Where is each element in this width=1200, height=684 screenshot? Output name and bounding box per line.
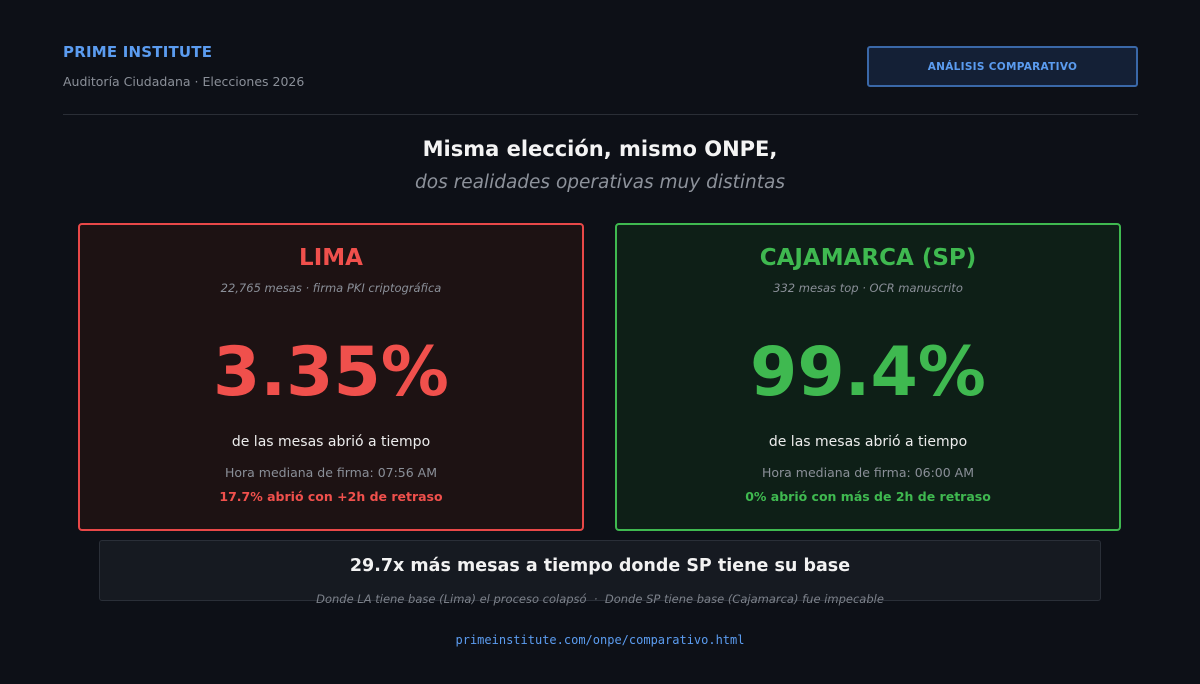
footer-link[interactable]: primeinstitute.com/onpe/comparativo.html	[455, 633, 745, 647]
lima-delay-stat: 17.7% abrió con +2h de retraso	[219, 489, 443, 504]
summary-title: 29.7x más mesas a tiempo donde SP tiene …	[349, 556, 851, 576]
lima-median-time: Hora mediana de firma: 07:56 AM	[224, 465, 438, 480]
cajamarca-card: CAJAMARCA (SP) 332 mesas top · OCR manus…	[615, 223, 1121, 531]
lima-meta: 22,765 mesas · firma PKI criptográfica	[220, 281, 442, 295]
brand-subtitle: Auditoría Ciudadana · Elecciones 2026	[63, 74, 305, 89]
cajamarca-title: CAJAMARCA (SP)	[759, 245, 977, 271]
summary-box	[99, 540, 1101, 601]
comparative-analysis-button[interactable]: ANÁLISIS COMPARATIVO	[867, 46, 1138, 87]
summary-note: Donde LA tiene base (Lima) el proceso co…	[316, 592, 884, 606]
cajamarca-median-time: Hora mediana de firma: 06:00 AM	[761, 465, 975, 480]
lima-percentage: 3.35%	[213, 333, 449, 412]
brand-name: PRIME INSTITUTE	[63, 43, 213, 61]
cajamarca-percentage: 99.4%	[750, 333, 986, 412]
lima-description: de las mesas abrió a tiempo	[231, 434, 431, 450]
lima-title: LIMA	[299, 245, 363, 271]
lima-card: LIMA 22,765 mesas · firma PKI criptográf…	[78, 223, 584, 531]
header-divider	[63, 114, 1138, 115]
cajamarca-meta: 332 mesas top · OCR manuscrito	[773, 281, 963, 295]
headline-subtitle: dos realidades operativas muy distintas	[415, 172, 785, 193]
cajamarca-delay-stat: 0% abrió con más de 2h de retraso	[745, 489, 991, 504]
cajamarca-description: de las mesas abrió a tiempo	[768, 434, 968, 450]
headline-title: Misma elección, mismo ONPE,	[422, 137, 778, 161]
